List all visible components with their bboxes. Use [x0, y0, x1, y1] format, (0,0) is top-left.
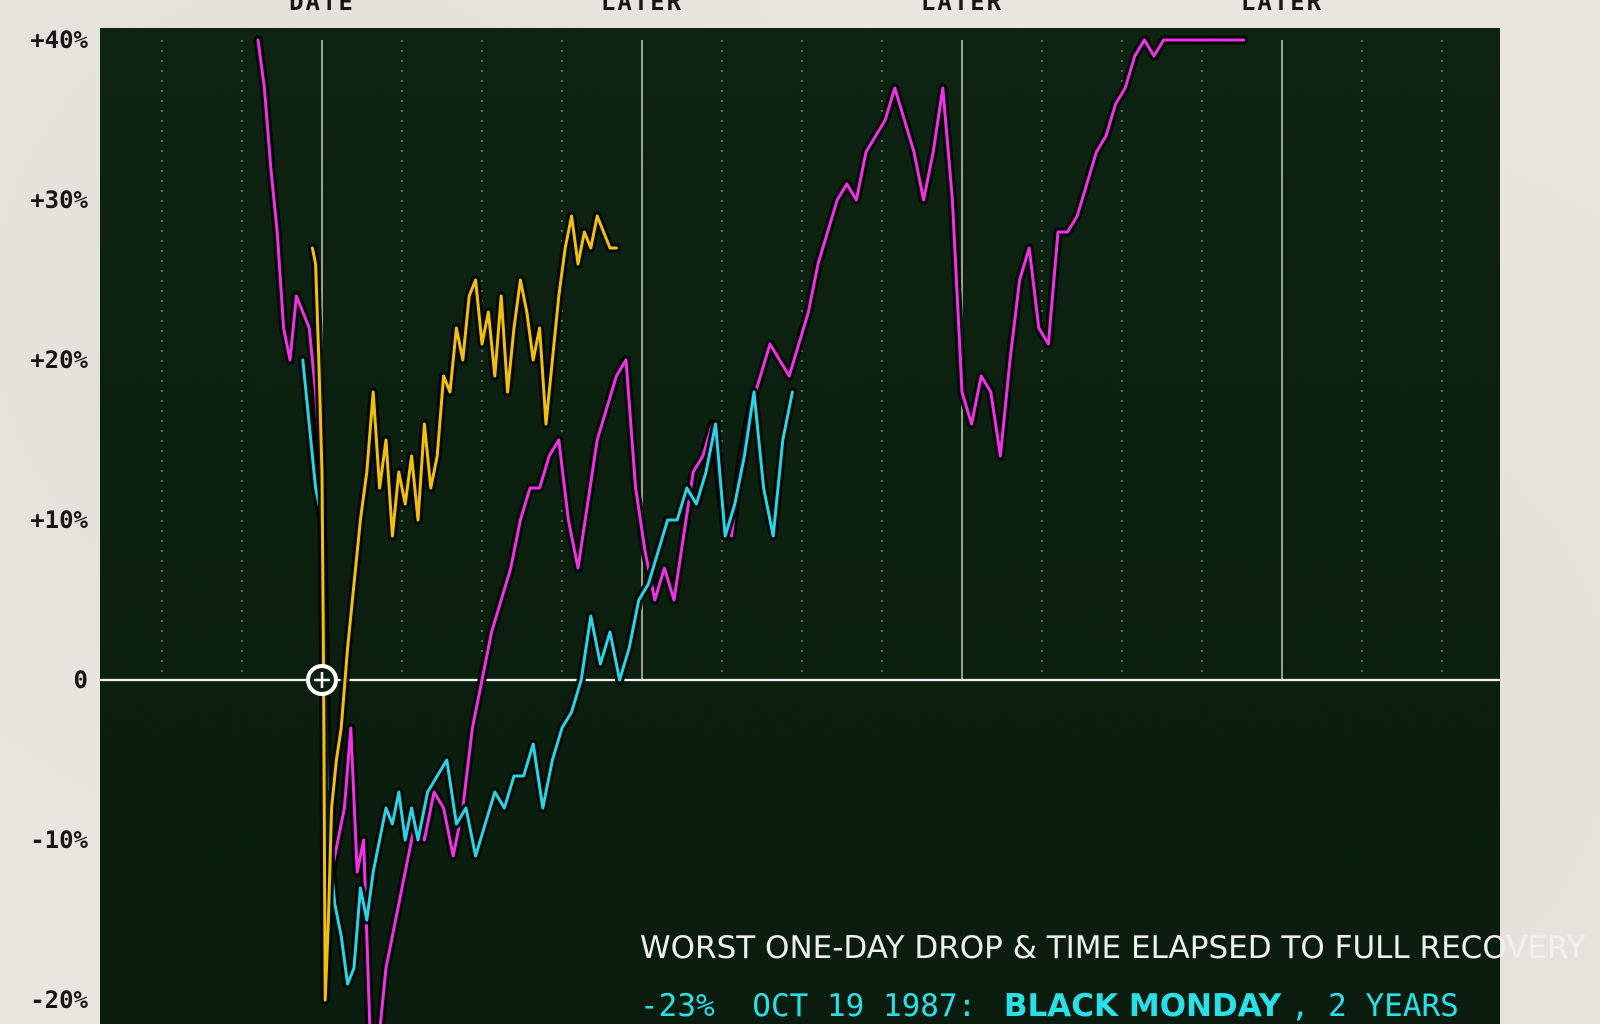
top-label: LATER	[1241, 0, 1323, 16]
caption-date: OCT 19 1987:	[752, 988, 976, 1024]
y-axis-ticks: +40% +30% +20% +10% 0 -10% -20%	[30, 26, 88, 1014]
plot-texture	[100, 28, 1500, 1024]
x-top-labels: DATE LATER LATER LATER	[289, 0, 1323, 16]
y-tick-label: +10%	[30, 506, 88, 534]
y-tick-label: +40%	[30, 26, 88, 54]
caption-event: BLACK MONDAY	[1004, 988, 1282, 1024]
series-lines	[253, 35, 1249, 1024]
y-tick-label: -20%	[30, 986, 88, 1014]
series-line-cyan	[301, 358, 794, 986]
y-tick-label: +30%	[30, 186, 88, 214]
start-marker	[306, 664, 338, 696]
caption-title: WORST ONE-DAY DROP & TIME ELAPSED TO FUL…	[640, 930, 1586, 966]
top-label: LATER	[921, 0, 1003, 16]
caption-duration: , 2 YEARS	[1291, 988, 1459, 1024]
y-tick-label: +20%	[30, 346, 88, 374]
y-tick-label: 0	[74, 666, 88, 694]
y-tick-label: -10%	[30, 826, 88, 854]
top-label: LATER	[601, 0, 683, 16]
caption-line: -23% OCT 19 1987: BLACK MONDAY , 2 YEARS	[640, 988, 1459, 1024]
series-line-yellow	[310, 214, 618, 1002]
caption-pct: -23%	[640, 988, 715, 1024]
caption: WORST ONE-DAY DROP & TIME ELAPSED TO FUL…	[640, 930, 1586, 1024]
top-label: DATE	[289, 0, 355, 16]
